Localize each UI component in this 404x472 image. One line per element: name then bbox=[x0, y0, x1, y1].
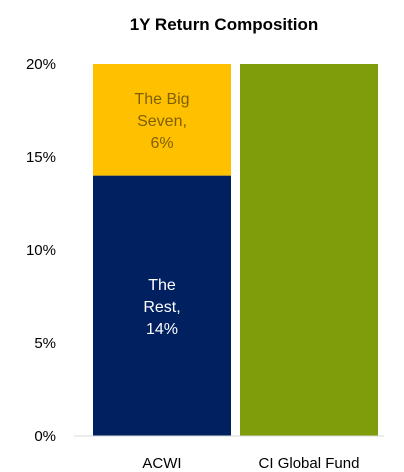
bar-segment-rest bbox=[93, 175, 231, 436]
data-label-big7: The Big Seven, 6% bbox=[134, 91, 189, 152]
y-tick-label: 15% bbox=[26, 149, 56, 166]
segment-labels: The Rest, 14% The Big Seven, 6% bbox=[134, 91, 189, 338]
y-tick-label: 0% bbox=[34, 428, 56, 445]
chart-title: 1Y Return Composition bbox=[130, 15, 319, 34]
bar-segment-fund bbox=[240, 64, 378, 436]
x-tick-label: CI Global Fund bbox=[259, 455, 360, 472]
y-tick-label: 5% bbox=[34, 335, 56, 352]
x-axis: ACWI CI Global Fund bbox=[74, 435, 384, 472]
bar-segment-big7 bbox=[93, 64, 231, 176]
y-tick-label: 20% bbox=[26, 56, 56, 73]
x-tick-label: ACWI bbox=[142, 455, 181, 472]
y-tick-label: 10% bbox=[26, 242, 56, 259]
data-label-rest: The Rest, 14% bbox=[143, 277, 180, 338]
bars bbox=[93, 64, 378, 436]
y-axis: 0% 5% 10% 15% 20% bbox=[26, 56, 56, 445]
